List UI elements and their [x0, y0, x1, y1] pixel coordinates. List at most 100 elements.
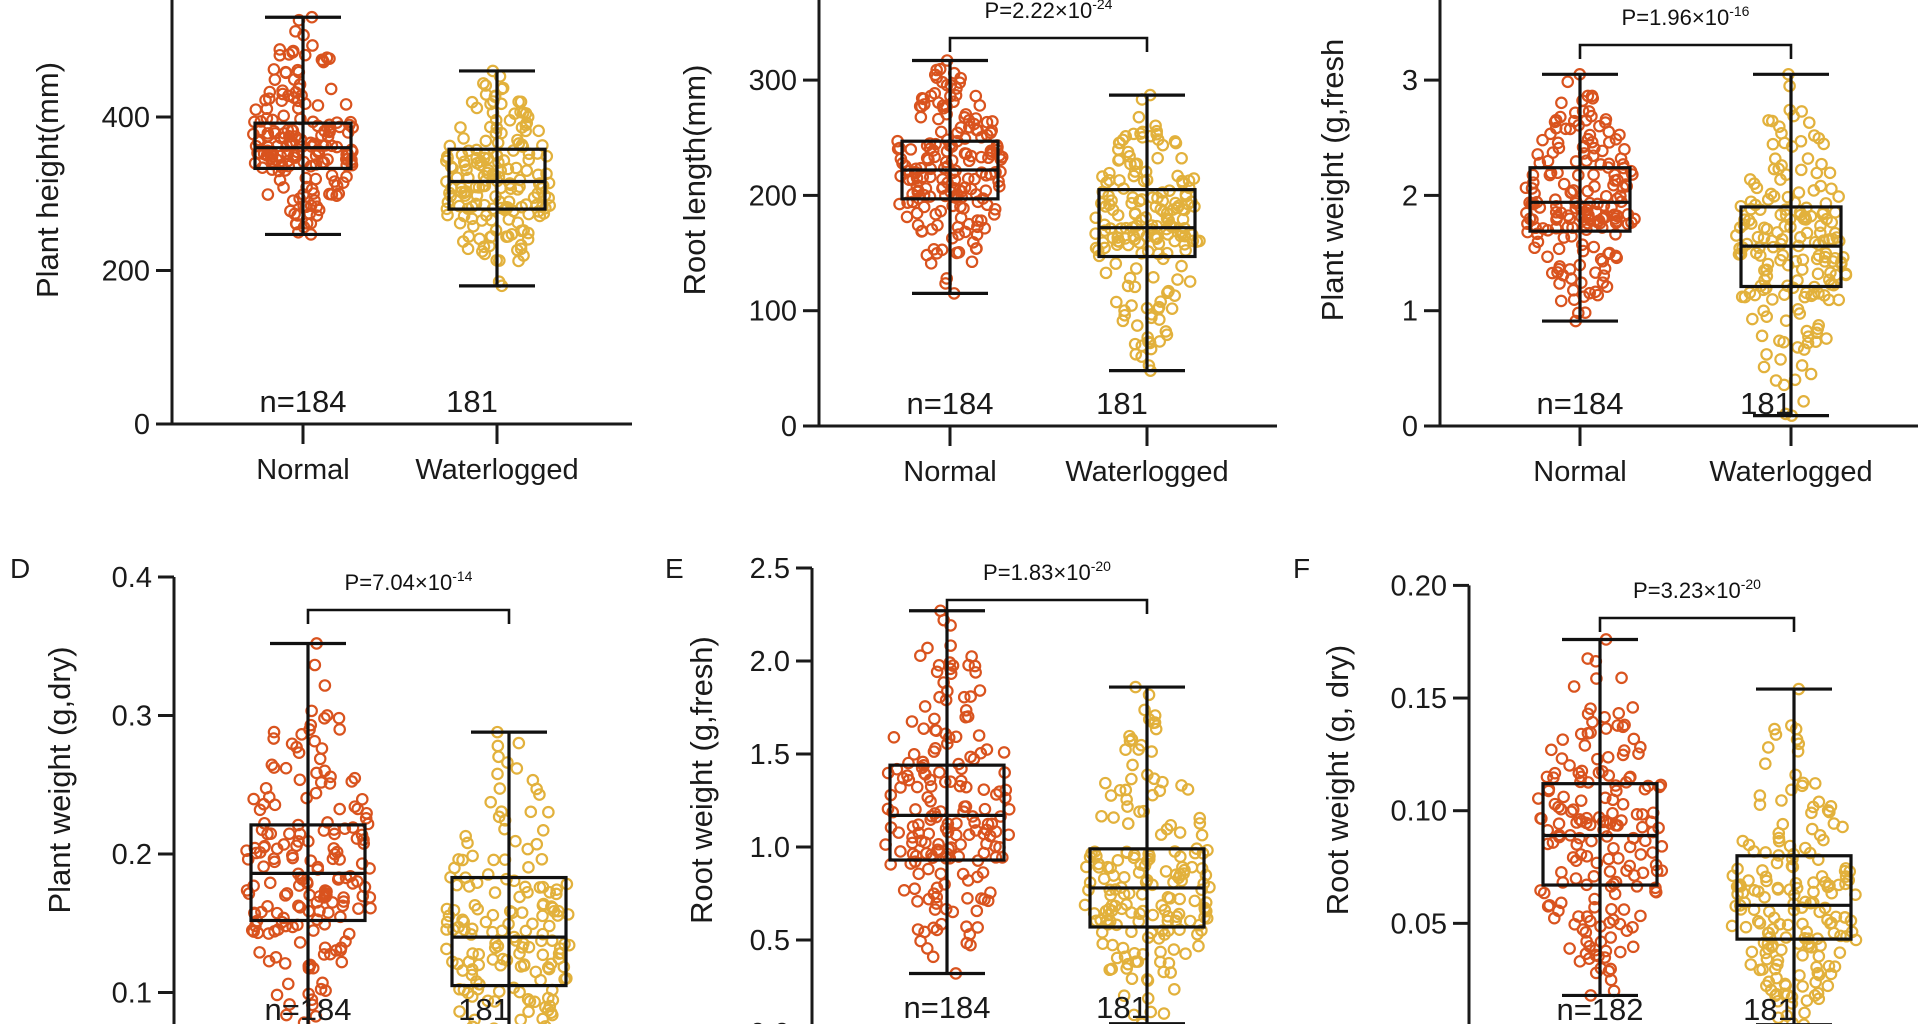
data-point — [909, 165, 922, 179]
series-waterlogged — [1089, 88, 1206, 377]
data-point — [444, 189, 458, 203]
data-point — [1152, 247, 1165, 261]
data-point — [1579, 926, 1593, 939]
data-point — [900, 210, 914, 224]
data-point — [1615, 671, 1628, 685]
data-point — [1770, 971, 1783, 985]
data-point — [323, 777, 337, 790]
data-point — [247, 792, 260, 806]
data-point — [270, 988, 284, 1002]
data-point — [1602, 964, 1616, 978]
data-point — [320, 709, 334, 722]
data-point — [1573, 813, 1587, 826]
y-tick-label: 3 — [1402, 65, 1418, 97]
significance-bracket — [1598, 616, 1796, 632]
data-point — [1555, 752, 1569, 765]
data-point — [1777, 335, 1790, 349]
data-point — [1569, 854, 1583, 868]
data-point — [1591, 197, 1604, 211]
data-point — [1653, 780, 1666, 794]
data-point — [1818, 250, 1832, 264]
data-point — [1611, 852, 1625, 865]
data-point — [1758, 891, 1771, 904]
data-point — [247, 879, 260, 893]
data-point — [1761, 741, 1775, 754]
data-point — [456, 235, 470, 248]
data-point — [467, 219, 480, 233]
data-point — [1107, 811, 1120, 824]
data-point — [261, 188, 275, 201]
data-point — [348, 771, 362, 785]
p-value-label: P=2.22×10-24 — [985, 0, 1113, 23]
data-point — [920, 942, 934, 955]
data-point — [1795, 263, 1809, 276]
data-point — [550, 883, 564, 896]
data-point — [536, 824, 550, 837]
n-label: 181 — [446, 384, 498, 419]
data-point — [346, 821, 360, 834]
data-point — [286, 194, 300, 207]
data-point — [918, 700, 932, 713]
data-point — [468, 899, 482, 912]
data-point — [1172, 907, 1186, 921]
data-point — [1812, 287, 1825, 300]
data-point — [978, 802, 992, 816]
data-point — [1786, 852, 1799, 866]
data-point — [894, 845, 907, 858]
data-point — [310, 200, 324, 214]
data-point — [511, 133, 524, 147]
data-point — [1634, 848, 1648, 861]
y-tick-label: 0.0 — [750, 1018, 790, 1024]
data-point — [1576, 238, 1589, 252]
data-point — [459, 185, 473, 198]
series-waterlogged — [1078, 680, 1216, 1024]
data-point — [1199, 868, 1213, 882]
data-point — [457, 132, 470, 145]
y-tick-label: 0.10 — [1391, 796, 1447, 828]
data-point — [1807, 885, 1820, 899]
data-point — [333, 853, 346, 866]
data-point — [996, 851, 1009, 864]
data-point — [1570, 816, 1583, 829]
data-point — [1092, 857, 1105, 871]
data-point — [1106, 938, 1119, 952]
data-point — [364, 901, 377, 915]
data-point — [352, 902, 365, 915]
data-point — [929, 723, 942, 737]
data-point — [1616, 748, 1630, 762]
data-point — [320, 51, 334, 65]
data-point — [1171, 169, 1184, 183]
data-point — [456, 853, 469, 867]
data-point — [1791, 341, 1804, 354]
data-point — [961, 172, 975, 186]
data-point — [1746, 312, 1759, 326]
y-tick-label: 0.5 — [750, 925, 790, 957]
data-point — [944, 662, 957, 676]
data-point — [303, 888, 316, 902]
panel-d: D 0.1 0.2 0.3 0.4 Plant weight (g,dry) n=184 18… — [10, 553, 576, 1024]
data-point — [273, 48, 287, 62]
data-point — [938, 878, 951, 891]
p-value-mantissa: P=1.96×10 — [1622, 5, 1730, 30]
data-point — [544, 1006, 558, 1020]
data-point — [1130, 157, 1144, 171]
data-point — [500, 953, 514, 967]
data-point — [940, 144, 954, 158]
data-point — [454, 121, 467, 134]
data-point — [908, 882, 921, 896]
data-point — [1755, 329, 1769, 343]
data-point — [488, 89, 502, 103]
data-point — [1115, 902, 1129, 916]
data-point — [293, 901, 307, 914]
data-point — [337, 891, 350, 904]
data-point — [264, 152, 278, 165]
data-point — [277, 109, 290, 123]
data-point — [922, 892, 936, 906]
data-point — [292, 879, 306, 892]
data-point — [521, 885, 534, 899]
data-point — [1179, 947, 1192, 961]
data-point — [1617, 903, 1631, 916]
panel-a: 0 200 400 Plant height(mm) Normal Waterlogged… — [30, 0, 632, 486]
data-point — [904, 143, 918, 156]
data-point — [1151, 151, 1164, 165]
